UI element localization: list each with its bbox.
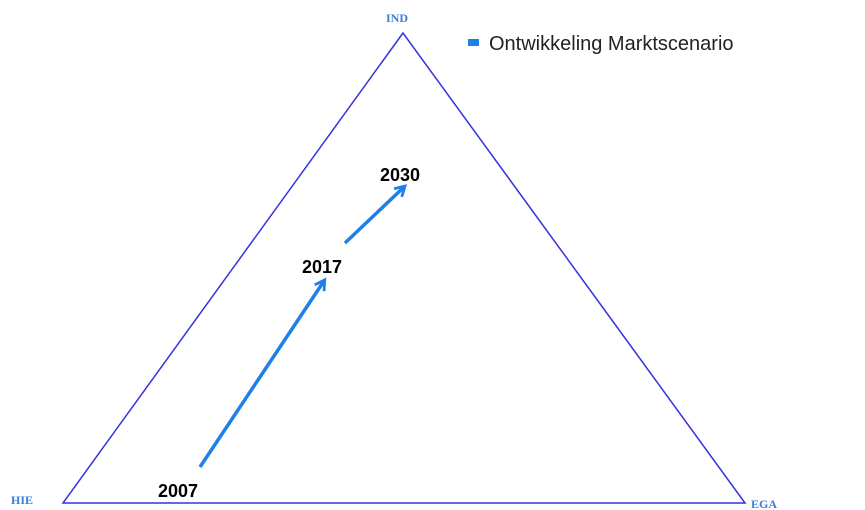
legend-marker xyxy=(468,39,479,46)
point-label: 2017 xyxy=(302,257,342,277)
point-label: 2030 xyxy=(380,165,420,185)
legend-label: Ontwikkeling Marktscenario xyxy=(489,33,734,55)
vertex-label: HIE xyxy=(11,493,33,507)
vertex-label: EGA xyxy=(751,497,777,510)
arrow xyxy=(343,184,408,245)
point-label: 2007 xyxy=(158,481,198,501)
arrow xyxy=(198,277,327,468)
triangle xyxy=(61,31,747,504)
vertex-label: IND xyxy=(386,11,408,25)
